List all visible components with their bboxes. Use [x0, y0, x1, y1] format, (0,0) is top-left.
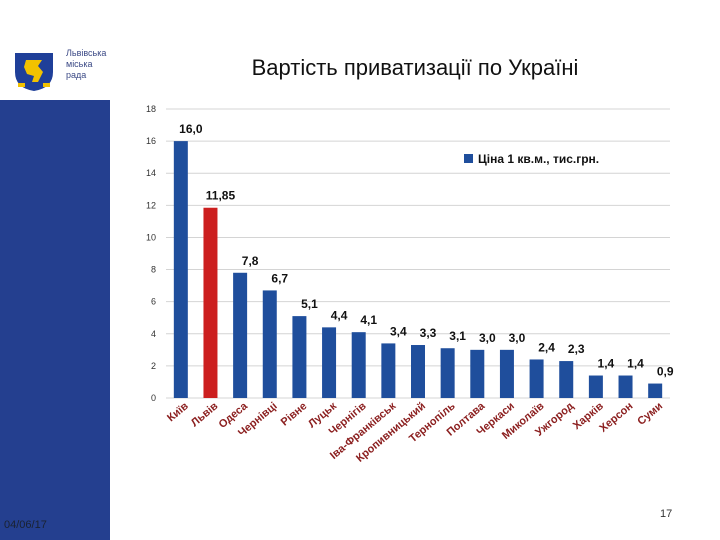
bar [351, 332, 366, 398]
bar [559, 361, 574, 398]
data-label: 2,4 [538, 340, 555, 354]
x-tick-label: Рівне [279, 400, 310, 428]
bar [470, 349, 485, 398]
legend-swatch [464, 154, 473, 163]
data-label: 1,4 [627, 357, 644, 371]
data-label: 5,1 [301, 297, 318, 311]
y-axis: 0 2 4 6 8 10 12 14 16 18 [146, 104, 156, 403]
y-tick-label: 6 [151, 297, 156, 307]
data-label: 3,0 [479, 331, 496, 345]
logo-area: Львівська міська рада [0, 0, 110, 100]
city-emblem-icon [15, 53, 53, 91]
bar [499, 349, 514, 398]
y-tick-label: 0 [151, 393, 156, 403]
org-name-line-2: міська [66, 59, 93, 69]
x-tick-label: Львів [189, 400, 221, 429]
bar [173, 141, 188, 398]
legend-label: Ціна 1 кв.м., тис.грн. [478, 152, 599, 166]
y-tick-label: 10 [146, 232, 156, 242]
data-label: 1,4 [598, 357, 615, 371]
y-tick-label: 18 [146, 104, 156, 114]
bar [322, 327, 337, 398]
org-name-line-3: рада [66, 70, 87, 80]
page-number: 17 [660, 508, 673, 520]
page-title: Вартість приватизації по Україні [251, 55, 579, 80]
bar [648, 383, 663, 398]
data-label: 0,9 [657, 365, 674, 379]
org-name-line-1: Львівська [66, 48, 107, 58]
y-tick-label: 12 [146, 200, 156, 210]
data-label: 7,8 [242, 254, 259, 268]
value-labels: 16,0 11,85 7,8 6,7 5,1 4,4 4,1 3,4 3,3 3,1 3,0 3,0 2… [179, 122, 674, 378]
bar-chart: 0 2 4 6 8 10 12 14 16 18 16,0 11,85 7,8 6,7 5,1 4,4 4,1… [146, 104, 674, 465]
y-tick-label: 4 [151, 329, 156, 339]
bars [173, 141, 663, 398]
data-label: 4,4 [331, 308, 348, 322]
data-label: 11,85 [206, 189, 236, 203]
data-label: 2,3 [568, 342, 585, 356]
bar [381, 343, 396, 398]
x-tick-label: Київ [165, 400, 191, 424]
bar [233, 272, 248, 398]
x-tick-label: Суми [635, 400, 665, 428]
data-label: 3,1 [449, 329, 466, 343]
footer-date: 04/06/17 [4, 519, 47, 531]
data-label: 4,1 [360, 313, 377, 327]
y-tick-label: 2 [151, 361, 156, 371]
y-tick-label: 14 [146, 168, 156, 178]
data-label: 6,7 [271, 271, 288, 285]
x-tick-label: Херсон [597, 400, 635, 435]
bar [262, 290, 277, 398]
bar [618, 375, 633, 398]
bar [440, 348, 455, 398]
bar [203, 207, 218, 398]
data-label: 3,4 [390, 324, 407, 338]
y-tick-label: 16 [146, 136, 156, 146]
bar [292, 316, 307, 398]
bar [588, 375, 603, 398]
data-label: 16,0 [179, 122, 203, 136]
bar [411, 345, 425, 398]
data-label: 3,0 [509, 331, 526, 345]
bar [529, 359, 544, 398]
legend: Ціна 1 кв.м., тис.грн. [464, 152, 599, 166]
data-label: 3,3 [420, 326, 437, 340]
y-tick-label: 8 [151, 265, 156, 275]
organization-name: Львівська міська рада [66, 48, 110, 81]
